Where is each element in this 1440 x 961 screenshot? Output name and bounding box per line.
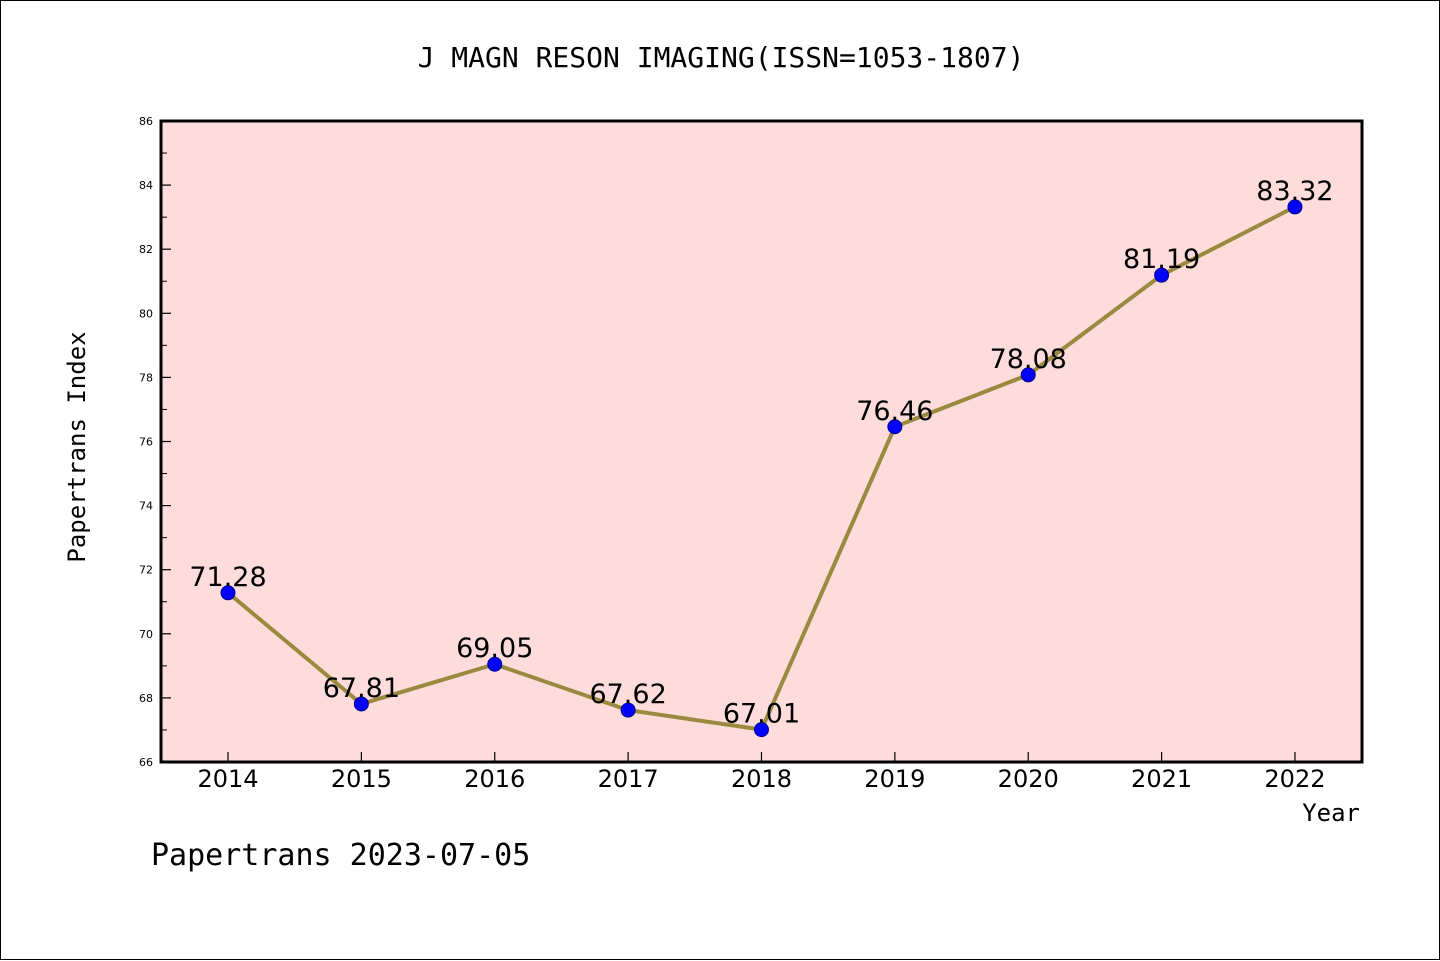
- data-point: [487, 656, 503, 672]
- data-label: 76.46: [856, 396, 933, 427]
- x-tick-labels: 2014 2015 2016 2017 2018 2019 2020 2021 2022: [197, 765, 1325, 793]
- data-labels: 71.28 67.81 69.05 67.62 67.01 76.46 78.08 81.19…: [189, 176, 1333, 730]
- x-tick-label: 2016: [464, 765, 525, 793]
- y-tick-label: 74: [139, 500, 153, 513]
- y-tick-label: 84: [139, 179, 153, 192]
- x-tick-label: 2015: [331, 765, 392, 793]
- y-tick-label: 66: [139, 756, 153, 769]
- y-tick-label: 76: [139, 436, 153, 449]
- data-point: [220, 585, 236, 601]
- data-label: 83.32: [1256, 176, 1333, 207]
- data-point: [887, 419, 903, 435]
- data-point: [753, 722, 769, 738]
- y-tick-label: 82: [139, 243, 153, 256]
- x-tick-label: 2018: [731, 765, 792, 793]
- chart-title: J MAGN RESON IMAGING(ISSN=1053-1807): [418, 41, 1025, 74]
- data-point: [353, 696, 369, 712]
- footer-date-stamp: Papertrans 2023-07-05: [151, 838, 530, 873]
- data-point: [1287, 199, 1303, 215]
- data-label: 81.19: [1123, 244, 1200, 275]
- data-label: 69.05: [456, 633, 533, 664]
- plot-area: [161, 121, 1362, 762]
- y-tick-label: 80: [139, 307, 153, 320]
- data-point: [620, 702, 636, 718]
- data-label: 71.28: [189, 562, 266, 593]
- data-label: 67.01: [723, 699, 800, 730]
- x-tick-label: 2020: [998, 765, 1059, 793]
- data-label: 67.81: [323, 673, 400, 704]
- data-points: [220, 199, 1303, 738]
- plot-frame: [159, 119, 1364, 764]
- x-tick-label: 2017: [598, 765, 659, 793]
- y-tick-labels: 66 68 70 72 74 76 78 80 82 84 86: [139, 115, 153, 769]
- data-label: 67.62: [589, 679, 666, 710]
- x-tick-label: 2021: [1131, 765, 1192, 793]
- x-axis-label: Year: [1302, 799, 1360, 827]
- y-tick-label: 70: [139, 628, 153, 641]
- y-tick-label: 72: [139, 564, 153, 577]
- x-tick-label: 2022: [1264, 765, 1325, 793]
- y-tick-label: 86: [139, 115, 153, 128]
- data-label: 78.08: [990, 344, 1067, 375]
- data-point: [1020, 367, 1036, 383]
- x-tick-label: 2014: [197, 765, 258, 793]
- y-tick-label: 78: [139, 371, 153, 384]
- y-axis-label: Papertrans Index: [63, 331, 91, 562]
- data-point: [1154, 267, 1170, 283]
- y-tick-label: 68: [139, 692, 153, 705]
- x-tick-label: 2019: [864, 765, 925, 793]
